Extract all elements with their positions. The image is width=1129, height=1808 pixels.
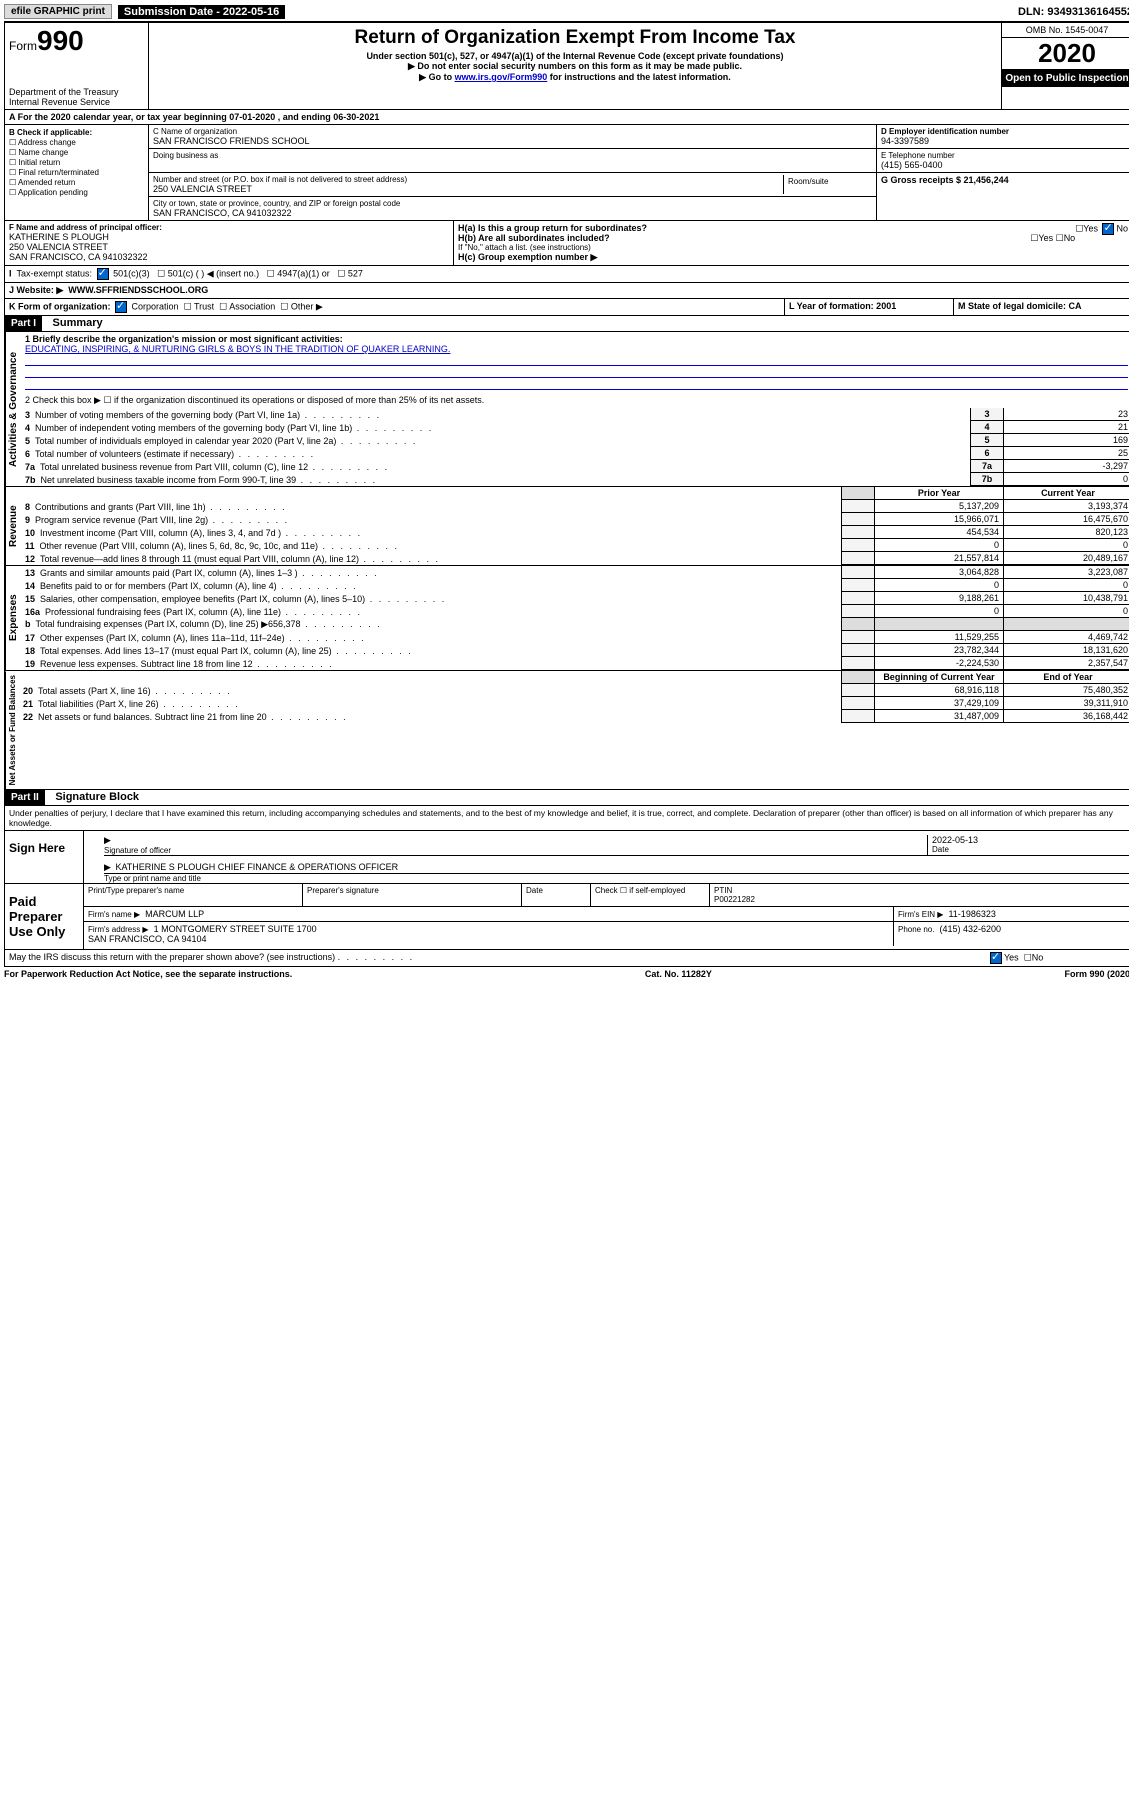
hb-subordinates: H(b) Are all subordinates included? ☐Yes… [458, 233, 1128, 243]
open-to-public: Open to Public Inspection [1002, 70, 1129, 87]
prep-name-label: Print/Type preparer's name [84, 884, 303, 906]
firm-ein: 11-1986323 [948, 909, 995, 919]
subtitle-1: Under section 501(c), 527, or 4947(a)(1)… [155, 51, 995, 61]
netassets-section: Net Assets or Fund Balances Beginning of… [4, 671, 1129, 790]
website-row: J Website: ▶ WWW.SFFRIENDSSCHOOL.ORG [4, 283, 1129, 299]
ha-no-checkbox[interactable] [1102, 223, 1114, 235]
hc-group-exemption: H(c) Group exemption number ▶ [458, 252, 1128, 263]
self-employed-check: Check ☐ if self-employed [591, 884, 710, 906]
501c3-checkbox[interactable] [97, 268, 109, 280]
part2-title: Signature Block [47, 791, 139, 803]
expenses-table: 13 Grants and similar amounts paid (Part… [21, 566, 1129, 670]
mission-text: EDUCATING, INSPIRING, & NURTURING GIRLS … [25, 344, 450, 354]
revenue-tab: Revenue [5, 487, 21, 565]
sign-here-label: Sign Here [5, 831, 84, 883]
org-name-label: C Name of organization [153, 127, 872, 136]
firm-name: MARCUM LLP [145, 909, 204, 919]
officer-name-title: KATHERINE S PLOUGH CHIEF FINANCE & OPERA… [115, 862, 398, 872]
state-domicile: M State of legal domicile: CA [954, 299, 1129, 315]
form-version: Form 990 (2020) [1064, 969, 1129, 979]
city-state-zip: SAN FRANCISCO, CA 941032322 [153, 208, 872, 218]
phone: (415) 565-0400 [881, 160, 1128, 170]
phone-label: E Telephone number [881, 151, 1128, 160]
sig-date: 2022-05-13 [932, 835, 1129, 845]
netassets-tab: Net Assets or Fund Balances [5, 671, 19, 789]
type-name-label: Type or print name and title [104, 873, 1129, 883]
tax-status-row: I Tax-exempt status: 501(c)(3) ☐ 501(c) … [4, 266, 1129, 283]
subtitle-2: ▶ Do not enter social security numbers o… [155, 61, 995, 72]
efile-print-button[interactable]: efile GRAPHIC print [4, 4, 112, 19]
ha-group-return: H(a) Is this a group return for subordin… [458, 223, 1128, 233]
discuss-yes-checkbox[interactable] [990, 952, 1002, 964]
omb-number: OMB No. 1545-0047 [1002, 23, 1129, 38]
form-header: Form990 Department of the Treasury Inter… [4, 23, 1129, 110]
form-title: Return of Organization Exempt From Incom… [155, 27, 995, 49]
sig-officer-label: Signature of officer [104, 846, 927, 855]
officer-info: KATHERINE S PLOUGH 250 VALENCIA STREET S… [9, 232, 449, 262]
date-label: Date [932, 845, 1129, 854]
ein-label: D Employer identification number [881, 127, 1128, 136]
expenses-tab: Expenses [5, 566, 21, 670]
part2-header: Part II [5, 790, 45, 805]
prep-sig-label: Preparer's signature [303, 884, 522, 906]
ein: 94-3397589 [881, 136, 1128, 146]
part1-title: Summary [45, 317, 103, 329]
street-address: 250 VALENCIA STREET [153, 184, 783, 194]
perjury-declaration: Under penalties of perjury, I declare th… [4, 806, 1129, 831]
officer-group-row: F Name and address of principal officer:… [4, 221, 1129, 266]
line2: 2 Check this box ▶ ☐ if the organization… [21, 393, 1129, 408]
discuss-row: May the IRS discuss this return with the… [4, 950, 1129, 967]
part1-header: Part I [5, 316, 42, 331]
irs-link[interactable]: www.irs.gov/Form990 [455, 72, 548, 82]
governance-section: Activities & Governance 1 Briefly descri… [4, 332, 1129, 487]
hb-note: If "No," attach a list. (see instruction… [458, 243, 1128, 252]
addr-label: Number and street (or P.O. box if mail i… [153, 175, 783, 184]
paid-preparer-block: Paid Preparer Use Only Print/Type prepar… [4, 884, 1129, 950]
ptin: P00221282 [714, 895, 755, 904]
entity-block: B Check if applicable: ☐ Address change … [4, 125, 1129, 221]
website-url: WWW.SFFRIENDSSCHOOL.ORG [68, 285, 208, 295]
tax-year: 2020 [1002, 38, 1129, 70]
paperwork-notice: For Paperwork Reduction Act Notice, see … [4, 969, 292, 979]
sign-here-block: Sign Here Signature of officer 2022-05-1… [4, 831, 1129, 884]
firm-phone: (415) 432-6200 [940, 924, 1002, 934]
submission-date: Submission Date - 2022-05-16 [118, 5, 285, 19]
footer: For Paperwork Reduction Act Notice, see … [4, 967, 1129, 981]
expenses-section: Expenses 13 Grants and similar amounts p… [4, 566, 1129, 671]
klm-row: K Form of organization: Corporation ☐ Tr… [4, 299, 1129, 316]
year-formation: L Year of formation: 2001 [785, 299, 954, 315]
revenue-section: Revenue Prior Year Current Year 8 Contri… [4, 487, 1129, 566]
dept-treasury: Department of the Treasury Internal Reve… [9, 87, 144, 107]
officer-label: F Name and address of principal officer: [9, 223, 449, 232]
tax-period-row: A For the 2020 calendar year, or tax yea… [4, 110, 1129, 125]
ptin-label: PTIN [714, 886, 732, 895]
form-number: Form990 [9, 25, 144, 57]
top-bar: efile GRAPHIC print Submission Date - 20… [4, 4, 1129, 23]
line1-label: 1 Briefly describe the organization's mi… [25, 334, 343, 344]
check-if-applicable: B Check if applicable: ☐ Address change … [5, 125, 149, 220]
cat-no: Cat. No. 11282Y [645, 969, 712, 979]
governance-tab: Activities & Governance [5, 332, 21, 486]
corp-checkbox[interactable] [115, 301, 127, 313]
dln: DLN: 93493136164552 [1018, 6, 1129, 18]
org-name: SAN FRANCISCO FRIENDS SCHOOL [153, 136, 872, 146]
city-label: City or town, state or province, country… [153, 199, 872, 208]
netassets-table: Beginning of Current Year End of Year 20… [19, 671, 1129, 723]
tax-period: A For the 2020 calendar year, or tax yea… [5, 110, 1129, 124]
dba-label: Doing business as [153, 151, 872, 160]
room-label: Room/suite [788, 177, 868, 186]
governance-table: 3 Number of voting members of the govern… [21, 408, 1129, 486]
revenue-table: Prior Year Current Year 8 Contributions … [21, 487, 1129, 565]
gross-receipts: G Gross receipts $ 21,456,244 [881, 175, 1128, 185]
prep-date-label: Date [522, 884, 591, 906]
paid-preparer-label: Paid Preparer Use Only [5, 884, 84, 949]
subtitle-3: ▶ Go to www.irs.gov/Form990 for instruct… [155, 72, 995, 83]
